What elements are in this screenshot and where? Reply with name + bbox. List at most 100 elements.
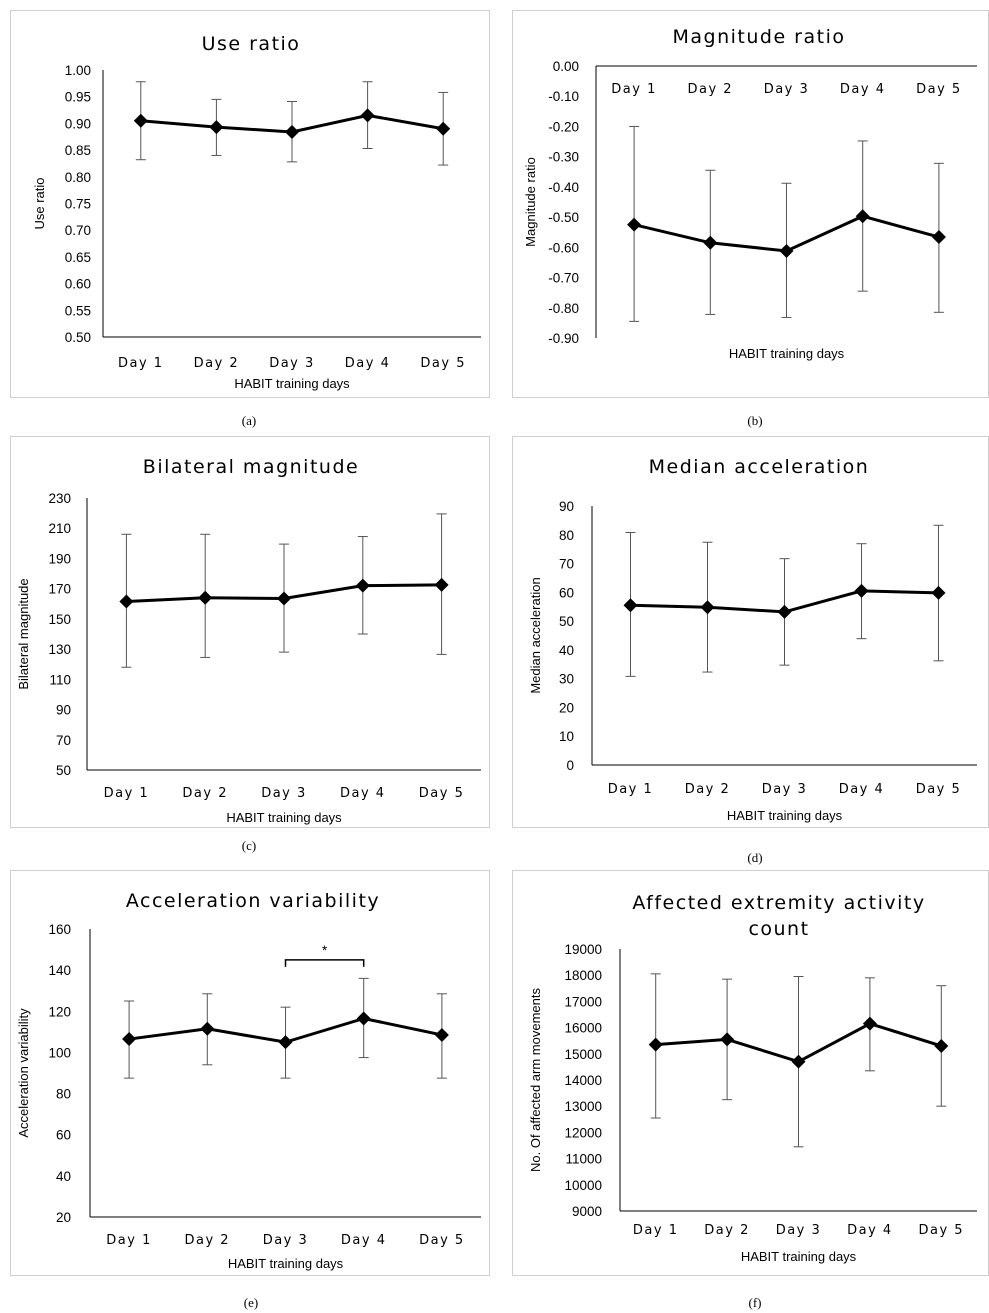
data-point-marker [277,591,291,606]
y-tick-label: 13000 [564,1099,602,1114]
significance-label: * [322,943,328,958]
y-tick-label: 60 [559,585,574,600]
x-axis-label: HABIT training days [727,808,843,823]
data-point-marker [779,243,794,258]
y-tick-label: 50 [559,614,574,629]
y-tick-label: 0.00 [553,59,579,74]
chart-acceleration-variability-svg: Acceleration variability 160 140 120 100 80 6… [16,890,481,1271]
x-tick-label: Day 2 [194,356,240,371]
y-axis-label: Bilateral magnitude [16,578,31,689]
data-point-marker [862,1016,877,1031]
x-tick-label: Day 1 [633,1223,679,1238]
caption-f: (f) [748,1295,762,1310]
x-axis-label: HABIT training days [226,810,342,825]
y-tick-label: 50 [56,763,71,778]
y-tick-label: 110 [49,672,71,687]
y-tick-label: 17000 [564,994,602,1009]
y-tick-label: -0.90 [548,331,579,346]
y-tick-label: 160 [48,922,71,937]
x-tick-label: Day 2 [704,1223,750,1238]
x-tick-label: Day 1 [118,356,164,371]
x-tick-label: Day 3 [764,82,810,97]
x-tick-label: Day 3 [762,782,808,797]
x-tick-label: Day 1 [104,786,150,801]
x-tick-label: Day 1 [611,82,657,97]
y-tick-label: 0.65 [65,250,91,265]
x-tick-label: Day 3 [261,786,307,801]
x-tick-label: Day 1 [106,1233,152,1248]
x-tick-label: Day 3 [263,1233,309,1248]
y-tick-label: 20 [56,1210,71,1225]
y-tick-label: 14000 [564,1073,602,1088]
data-point-marker [777,604,792,619]
chart-title: Bilateral magnitude [143,456,359,478]
data-point-marker [931,585,946,600]
y-tick-label: 70 [559,557,574,572]
x-tick-label: Day 4 [345,356,391,371]
y-tick-label: 150 [48,612,71,627]
y-tick-label: -0.50 [548,210,579,225]
data-point-marker [700,600,715,615]
y-tick-label: 10 [559,729,574,744]
chart-title: Magnitude ratio [672,26,845,48]
y-tick-label: 19000 [564,942,602,957]
data-point-marker [356,1011,371,1026]
data-point-marker [436,121,451,136]
x-tick-label: Day 2 [185,1233,231,1248]
x-tick-label: Day 1 [608,782,654,797]
data-point-marker [360,108,375,123]
y-tick-label: 0.80 [65,170,91,185]
data-point-marker [434,577,449,592]
y-tick-label: 40 [56,1169,71,1184]
chart-activity-count-svg: Affected extremity activity count 19000 1… [528,892,977,1264]
chart-use-ratio-svg: Use ratio 1.00 0.95 0.90 0.85 0.80 0.75 0.70 0.… [32,33,481,391]
y-axis-label: Median acceleration [528,577,543,693]
data-point-marker [209,120,224,135]
x-axis-label: HABIT training days [228,1256,344,1271]
data-point-marker [434,1027,449,1042]
data-point-marker [720,1032,735,1047]
data-point-marker [931,230,946,245]
caption-a: (a) [241,413,257,428]
y-tick-label: 0 [566,758,574,773]
y-tick-label: -0.30 [548,150,579,165]
data-point-marker [934,1038,949,1053]
y-tick-label: -0.80 [548,301,579,316]
x-tick-label: Day 2 [688,82,734,97]
x-tick-label: Day 5 [916,82,962,97]
y-tick-label: 15000 [564,1047,602,1062]
x-axis-label: HABIT training days [729,346,845,361]
x-tick-label: Day 5 [420,356,466,371]
y-tick-label: 20 [559,700,574,715]
y-axis-label: Use ratio [32,177,47,229]
data-point-marker [285,124,299,139]
x-tick-label: Day 4 [839,782,885,797]
chart-title: Use ratio [202,33,301,55]
y-tick-label: 170 [48,582,71,597]
y-tick-label: 190 [48,551,71,566]
chart-title-line-2: count [748,918,809,940]
y-axis-label: No. Of affected arm movements [528,988,543,1172]
y-axis-label: Acceleration variability [16,1008,31,1138]
y-tick-label: 100 [48,1045,71,1060]
chart-panel-acceleration-variability: Acceleration variability 160 140 120 100 80 6… [10,870,490,1276]
y-tick-label: 90 [56,703,71,718]
chart-title: Acceleration variability [126,890,380,912]
y-tick-label: 140 [48,963,71,978]
x-tick-label: Day 4 [847,1223,893,1238]
y-tick-label: -0.60 [548,240,579,255]
y-tick-label: 70 [56,733,71,748]
y-tick-label: 0.60 [65,277,91,292]
y-tick-label: 120 [48,1004,71,1019]
x-tick-label: Day 5 [919,1223,965,1238]
chart-title: Median acceleration [649,456,870,478]
y-tick-label: 0.70 [65,223,91,238]
y-tick-label: 11000 [565,1152,602,1167]
caption-e: (e) [243,1295,259,1310]
y-tick-label: 0.95 [65,90,91,105]
x-tick-label: Day 4 [341,1233,387,1248]
data-point-marker [648,1037,663,1052]
y-tick-label: -0.40 [548,180,579,195]
data-point-marker [122,1032,137,1047]
x-tick-label: Day 5 [419,786,465,801]
